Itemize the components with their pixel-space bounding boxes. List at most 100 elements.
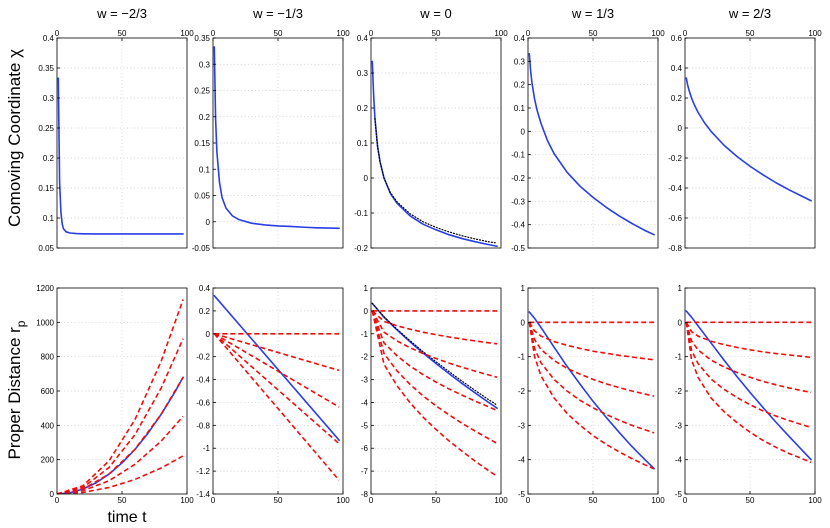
series-line-d4 [57,338,184,494]
y-tick-label: -1 [203,444,211,453]
y-tick-label: 0.6 [671,34,683,43]
series-line-r_p [528,311,655,470]
y-tick-label: 1200 [36,284,54,293]
y-tick-label: -0.2 [354,244,368,253]
series-line-d2 [685,322,812,394]
column-title: w = 0 [419,6,451,21]
x-tick-label: 100 [336,29,350,38]
y-tick-label: 0.2 [199,307,211,316]
chart-panel: 0 50 100 -8 -7 -6 -5 -4 -3 -2 -1 0 1 [361,284,508,505]
y-tick-label: -7 [361,467,369,476]
y-tick-label: 0.2 [199,113,211,122]
y-tick-label: 0.4 [671,64,683,73]
series-line-d3 [685,322,812,429]
y-tick-label: -0.1 [511,151,525,160]
x-tick-label: 0 [369,496,374,505]
chart-panel: 0 50 100 -0.5 -0.4 -0.3 -0.2 -0.1 0 0.1 0.2 0.3 0.4 [511,29,665,253]
y-tick-label: 0 [50,490,55,499]
series-line-chi [57,77,184,235]
y-tick-label: -0.5 [511,244,525,253]
series-line-d2 [57,415,184,494]
series-line-d5 [371,310,498,478]
x-tick-label: 100 [651,496,665,505]
y-tick-label: -1 [675,353,683,362]
series-line-r_p [57,376,184,494]
y-tick-label: 0.3 [199,60,211,69]
x-tick-label: 0 [55,29,60,38]
y-tick-label: 0.3 [43,94,55,103]
y-tick-label: -0.2 [196,353,210,362]
y-tick-label: -1.2 [196,467,210,476]
x-tick-label: 0 [526,29,531,38]
y-tick-label: 0 [364,174,369,183]
y-tick-label: 600 [41,387,55,396]
y-tick-label: 400 [41,421,55,430]
y-tick-label: -1 [361,330,369,339]
series-line-d1 [528,321,655,361]
series-line-r_p [685,310,812,461]
y-tick-label: -5 [518,490,526,499]
y-tick-label: 0.35 [38,64,54,73]
x-tick-label: 0 [526,496,531,505]
series-line-d1 [57,455,184,494]
y-tick-label: 800 [41,353,55,362]
x-tick-label: 50 [274,29,283,38]
y-tick-label: -0.2 [668,154,682,163]
y-tick-label: 1 [521,284,526,293]
chart-panel: 0 50 100 -5 -4 -3 -2 -1 0 1 [518,284,665,505]
y-tick-label: -1.4 [196,490,210,499]
y-tick-label: 0.25 [38,124,54,133]
x-tick-label: 50 [432,496,441,505]
series-line-d2 [528,322,655,397]
y-tick-label: -4 [675,456,683,465]
series-line-d5 [57,299,184,494]
y-tick-label: -2 [675,387,683,396]
y-tick-label: -4 [361,398,369,407]
chart-panel: 0 50 100 0.05 0.1 0.15 0.2 0.25 0.3 0.35 0.4 [38,29,194,253]
y-tick-label: -0.6 [668,214,682,223]
chart-panel: 0 50 100 -0.05 0 0.05 0.1 0.15 0.2 0.25 0.3 0.35 [192,29,350,253]
y-tick-label: 0.15 [38,184,54,193]
y-tick-label: -3 [518,421,526,430]
series-line-d1 [685,321,812,359]
chart-panel: 0 50 100 -5 -4 -3 -2 -1 0 1 [675,284,822,505]
column-title: w = −1/3 [252,6,303,21]
y-tick-label: 0.1 [357,139,369,148]
y-tick-label: -0.4 [196,376,210,385]
y-tick-label: -6 [361,444,369,453]
series-line-d2 [213,333,340,408]
y-tick-label: -0.05 [192,244,211,253]
y-tick-label: 0.1 [43,214,55,223]
y-tick-label: 0.05 [38,244,54,253]
x-tick-label: 100 [180,496,194,505]
series-line-r_p [213,294,340,442]
x-tick-label: 0 [211,29,216,38]
series-line-d1 [371,310,498,345]
y-tick-label: -0.2 [511,174,525,183]
series-line-chi [528,52,655,236]
y-tick-label: 0.15 [194,139,210,148]
x-tick-label: 0 [55,496,60,505]
y-tick-label: 0.1 [514,104,526,113]
series-line-d3 [371,310,498,412]
y-tick-label: -3 [675,421,683,430]
series-line-chi [213,46,340,230]
column-title: w = 2/3 [728,6,771,21]
y-tick-label: 200 [41,456,55,465]
chart-panel: 0 50 100 -1.4 -1.2 -1 -0.8 -0.6 -0.4 -0.2 0 0.2 0.4 [196,284,350,505]
x-tick-label: 0 [683,496,688,505]
y-tick-label: -8 [361,490,369,499]
x-tick-label: 100 [494,496,508,505]
series-line-d1 [214,333,340,372]
y-tick-label: 0 [678,124,683,133]
x-tick-label: 100 [808,496,822,505]
y-tick-label: -0.4 [668,184,682,193]
x-tick-label: 50 [746,496,755,505]
y-tick-label: 0.4 [357,34,369,43]
y-tick-label: 0.2 [357,104,369,113]
x-tick-label: 50 [746,29,755,38]
y-tick-label: 0 [521,127,526,136]
series-line-d3 [213,333,340,445]
y-tick-label: -5 [675,490,683,499]
